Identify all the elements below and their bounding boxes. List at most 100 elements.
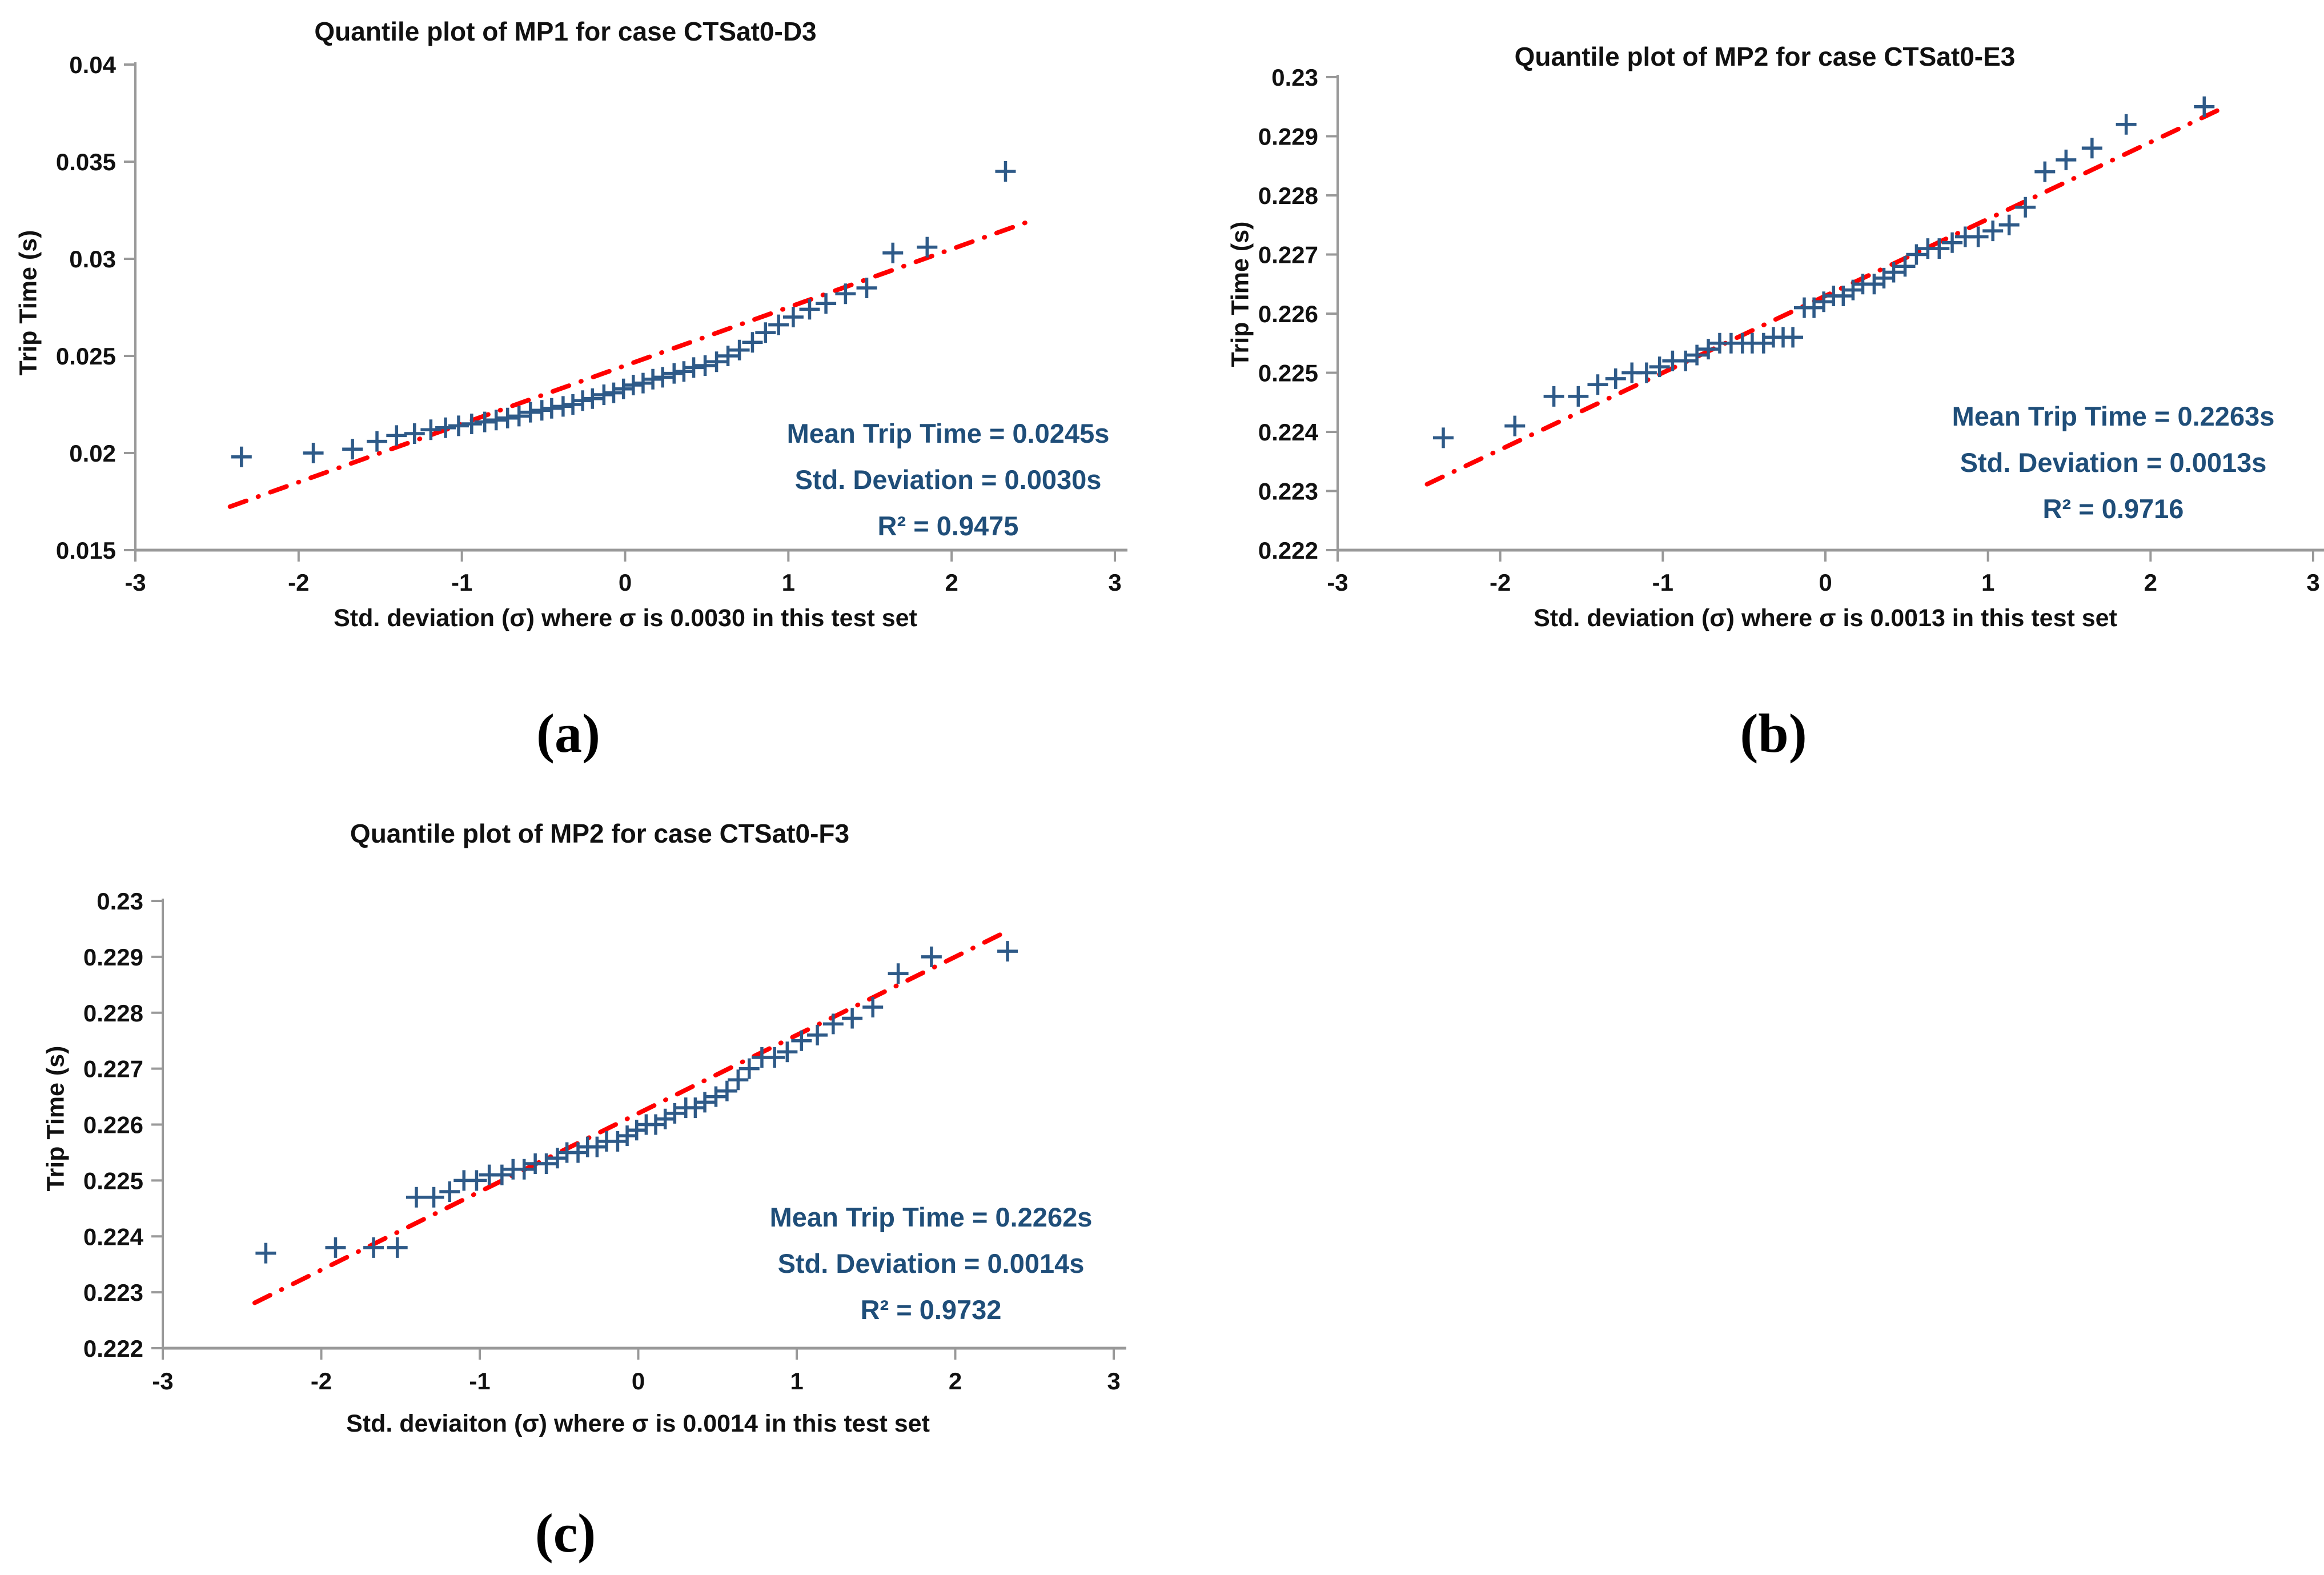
chart-c-data-point-marker <box>685 1097 706 1119</box>
chart-c-data-point-marker <box>607 1131 628 1152</box>
chart-a-data-point-marker <box>508 406 529 427</box>
chart-b-r-squared: R² = 0.9716 <box>2042 494 2184 524</box>
chart-b-data-point-marker <box>1968 226 1989 247</box>
chart-c-data-point-marker <box>536 1153 557 1175</box>
chart-a-data-point-marker <box>485 410 507 431</box>
chart-a-data-point-marker <box>755 322 776 343</box>
chart-a-y-tick-label: 0.04 <box>69 51 116 78</box>
chart-c-y-tick-label: 0.223 <box>83 1279 143 1306</box>
chart-a-x-tick-label: 1 <box>782 569 795 596</box>
chart-b-data-point-marker <box>1687 344 1708 366</box>
chart-c-x-axis-title: Std. deviaiton (σ) where σ is 0.0014 in … <box>346 1410 930 1437</box>
chart-a-x-axis-title: Std. deviation (σ) where σ is 0.0030 in … <box>334 604 917 632</box>
chart-a-data-point-marker <box>367 431 388 452</box>
chart-c-data-point-marker <box>791 1030 812 1051</box>
chart-a-r-squared: R² = 0.9475 <box>877 511 1019 541</box>
chart-b-std-deviation: Std. Deviation = 0.0013s <box>1960 447 2267 478</box>
chart-a-data-point-marker <box>474 411 495 432</box>
panel-label-b: (b) <box>1740 703 1807 764</box>
chart-c-x-tick-label: 2 <box>949 1368 962 1394</box>
chart-c-y-tick-label: 0.222 <box>83 1335 143 1362</box>
chart-b-data-point-marker <box>2081 138 2102 159</box>
chart-a-x-tick-label: 2 <box>945 569 958 596</box>
chart-a-x-tick-label: 3 <box>1108 569 1121 596</box>
chart-c-data-point-marker <box>822 1013 844 1035</box>
chart-a-data-point-marker <box>520 402 541 423</box>
chart-a-data-point-marker <box>303 443 324 463</box>
chart-b-data-point-marker <box>1883 262 1904 283</box>
chart-c-data-point-marker <box>363 1237 384 1258</box>
chart-c-data-point-marker <box>695 1092 716 1113</box>
chart-b-data-point-marker <box>1675 350 1696 371</box>
chart-c-y-tick-label: 0.225 <box>83 1167 143 1194</box>
chart-a-data-point-marker <box>632 372 653 394</box>
chart-a-data-point-marker <box>552 396 573 417</box>
chart-c-stats-annotation: Mean Trip Time = 0.2262s Std. Deviation … <box>770 1194 1093 1333</box>
chart-a-y-tick-label: 0.035 <box>56 149 116 175</box>
chart-c-data-point-marker <box>716 1080 737 1101</box>
chart-a-data-point-marker <box>613 378 634 399</box>
chart-c-x-tick-label: -3 <box>152 1368 173 1394</box>
chart-a-data-point-marker <box>420 419 441 440</box>
chart-b-data-point-marker <box>1894 256 1916 277</box>
chart-b-data-point-marker <box>1504 415 1526 436</box>
chart-a-data-point-marker <box>231 446 252 467</box>
chart-a-data-point-marker <box>799 299 820 320</box>
chart-c-data-point-marker <box>466 1170 487 1191</box>
chart-b-y-tick-label: 0.222 <box>1258 537 1318 564</box>
chart-c-r-squared: R² = 0.9732 <box>860 1295 1002 1325</box>
chart-a-stats-annotation: Mean Trip Time = 0.0245s Std. Deviation … <box>787 410 1110 549</box>
chart-c-y-tick-label: 0.228 <box>83 1000 143 1027</box>
chart-c-data-point-marker <box>842 1008 863 1029</box>
chart-b-data-point-marker <box>1605 368 1626 389</box>
chart-c-y-tick-label: 0.224 <box>83 1223 144 1250</box>
chart-c-data-point-marker <box>655 1108 676 1129</box>
chart-a-x-tick-label: -2 <box>288 569 309 596</box>
chart-b-data-point-marker <box>2194 96 2215 117</box>
chart-a-data-point-marker <box>768 314 789 335</box>
chart-a-data-point-marker <box>917 237 938 258</box>
chart-c-data-point-marker <box>255 1243 276 1264</box>
chart-c-data-point-marker <box>325 1237 346 1258</box>
chart-a-mean-trip-time: Mean Trip Time = 0.0245s <box>786 418 1110 448</box>
panel-label-a: (a) <box>536 703 600 764</box>
chart-a-data-point-marker <box>497 407 518 428</box>
chart-c-data-point-marker <box>728 1069 749 1091</box>
chart-b-x-tick-label: -2 <box>1490 569 1511 596</box>
chart-c-data-point-marker <box>921 946 942 967</box>
chart-a-data-point-marker <box>435 417 456 438</box>
chart-a-data-point-marker <box>448 415 469 436</box>
chart-c-y-tick-label: 0.227 <box>83 1056 143 1083</box>
chart-c-y-axis-title: Trip Time (s) <box>42 1045 70 1192</box>
chart-a-data-point-marker <box>995 161 1016 182</box>
chart-b-data-point-marker <box>2034 161 2056 182</box>
chart-b-data-point-marker <box>2015 197 2036 218</box>
chart-b-data-point-marker <box>1942 232 1963 253</box>
chart-a-data-point-marker <box>541 398 562 419</box>
chart-c-data-point-marker <box>617 1125 638 1147</box>
chart-a-data-point-marker <box>695 355 716 376</box>
chart-b-x-tick-label: -3 <box>1327 569 1348 596</box>
chart-a-data-point-marker <box>729 339 750 360</box>
chart-c-y-tick-label: 0.23 <box>97 888 143 915</box>
chart-b-data-point-marker <box>1982 221 2004 242</box>
chart-b-data-point-marker <box>1543 386 1564 407</box>
chart-a-data-point-marker <box>835 283 856 304</box>
chart-a-y-tick-label: 0.025 <box>56 343 116 370</box>
chart-c-title: Quantile plot of MP2 for case CTSat0-F3 <box>350 819 850 848</box>
chart-b-y-tick-label: 0.224 <box>1258 419 1319 446</box>
chart-c-data-point-marker <box>888 963 909 984</box>
chart-a-y-tick-label: 0.02 <box>69 440 116 467</box>
chart-c-data-point-marker <box>423 1187 444 1208</box>
chart-b-data-point-marker <box>1636 362 1657 383</box>
chart-c-data-point-marker <box>764 1047 785 1068</box>
chart-b-x-axis-title: Std. deviation (σ) where σ is 0.0013 in … <box>1534 604 2117 632</box>
chart-a-data-point-marker <box>623 375 644 395</box>
chart-c-mean-trip-time: Mean Trip Time = 0.2262s <box>769 1202 1093 1232</box>
chart-b-data-point-marker <box>1906 244 1927 265</box>
chart-a-data-point-marker <box>717 346 738 366</box>
chart-b-data-point-marker <box>1929 238 1950 259</box>
chart-a-y-tick-label: 0.015 <box>56 537 116 564</box>
chart-b-y-tick-label: 0.225 <box>1258 360 1318 387</box>
